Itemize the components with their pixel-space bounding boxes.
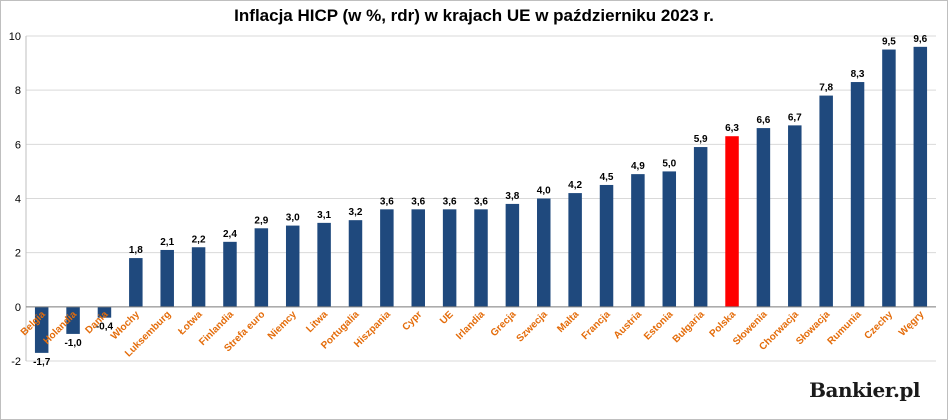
- data-label: -1,0: [64, 338, 82, 349]
- data-label: 6,6: [756, 115, 770, 126]
- bar: [254, 228, 269, 307]
- bankier-logo: Bankier.pl: [809, 378, 920, 402]
- category-label: Grecja: [489, 309, 519, 339]
- data-label: 7,8: [819, 83, 833, 94]
- data-label: 3,6: [380, 196, 394, 207]
- bar: [756, 128, 771, 307]
- data-label: 6,7: [788, 112, 802, 123]
- category-label: Malta: [555, 309, 581, 335]
- data-label: 5,9: [694, 134, 708, 145]
- category-label: Polska: [708, 309, 739, 340]
- data-label: 5,0: [662, 158, 676, 169]
- category-label: Niemcy: [266, 309, 299, 342]
- data-label: 3,6: [474, 196, 488, 207]
- bar: [850, 82, 865, 307]
- data-label: 1,8: [129, 245, 143, 256]
- bar: [129, 258, 143, 307]
- bar: [788, 125, 802, 307]
- data-label: 2,2: [192, 234, 206, 245]
- category-label: UE: [438, 309, 456, 327]
- bar: [819, 95, 833, 307]
- bar: [693, 147, 708, 307]
- bar: [568, 193, 582, 307]
- bar: [474, 209, 488, 307]
- chart-title: Inflacja HICP (w %, rdr) w krajach UE w …: [234, 6, 714, 25]
- category-label: Francja: [580, 309, 613, 342]
- category-label: Bułgaria: [671, 309, 707, 345]
- y-tick-label: 0: [15, 302, 21, 314]
- bar: [442, 209, 457, 307]
- data-label: 2,9: [254, 215, 268, 226]
- category-label: Irlandia: [454, 309, 487, 342]
- data-label: 4,0: [537, 186, 551, 197]
- bar: [411, 209, 425, 307]
- category-label: Łotwa: [177, 309, 206, 338]
- data-label: 3,6: [411, 196, 425, 207]
- category-label: Litwa: [304, 309, 330, 335]
- data-label: 8,3: [851, 69, 865, 80]
- category-label: Cypr: [400, 309, 424, 333]
- y-tick-label: 6: [15, 139, 21, 151]
- bar: [66, 306, 80, 334]
- data-label: 9,6: [913, 34, 927, 45]
- bar: [662, 171, 677, 307]
- data-label: 4,9: [631, 161, 645, 172]
- data-label: -1,7: [33, 357, 51, 368]
- bar: [160, 249, 174, 307]
- data-label: 3,6: [443, 196, 457, 207]
- data-label: 2,1: [160, 237, 174, 248]
- data-label: 3,1: [317, 210, 331, 221]
- bar: [599, 184, 614, 307]
- bar: [631, 174, 645, 307]
- y-tick-label: 8: [15, 85, 21, 97]
- category-label: Rumunia: [826, 309, 864, 347]
- data-label: 3,0: [286, 213, 300, 224]
- data-label: 4,2: [568, 180, 582, 191]
- bar: [348, 220, 363, 307]
- category-label: Czechy: [863, 309, 896, 342]
- bar: [913, 46, 928, 307]
- y-tick-label: 4: [15, 194, 21, 206]
- data-label: 6,3: [725, 123, 739, 134]
- data-label: -0,4: [96, 322, 114, 333]
- bar: [34, 306, 49, 353]
- bar: [223, 241, 237, 307]
- data-label: 9,5: [882, 37, 896, 48]
- brand-tld: .pl: [892, 378, 921, 402]
- bar: [191, 247, 206, 307]
- category-label: Szwecja: [515, 309, 551, 345]
- bar: [380, 209, 394, 307]
- data-label: 3,2: [349, 207, 363, 218]
- bar: [882, 49, 896, 307]
- data-label: 4,5: [600, 172, 614, 183]
- bar: [505, 203, 520, 307]
- data-label: 3,8: [505, 191, 519, 202]
- category-label: Austria: [612, 309, 644, 341]
- category-label: Węgry: [897, 309, 927, 339]
- y-tick-label: -2: [11, 356, 21, 368]
- y-tick-label: 2: [15, 248, 21, 260]
- bar: [725, 136, 739, 307]
- brand-name: Bankier: [809, 378, 893, 402]
- bar: [97, 306, 112, 318]
- bar: [317, 222, 331, 307]
- bar: [537, 198, 551, 307]
- bar: [285, 225, 300, 307]
- data-label: 2,4: [223, 229, 237, 240]
- y-tick-label: 10: [9, 31, 21, 43]
